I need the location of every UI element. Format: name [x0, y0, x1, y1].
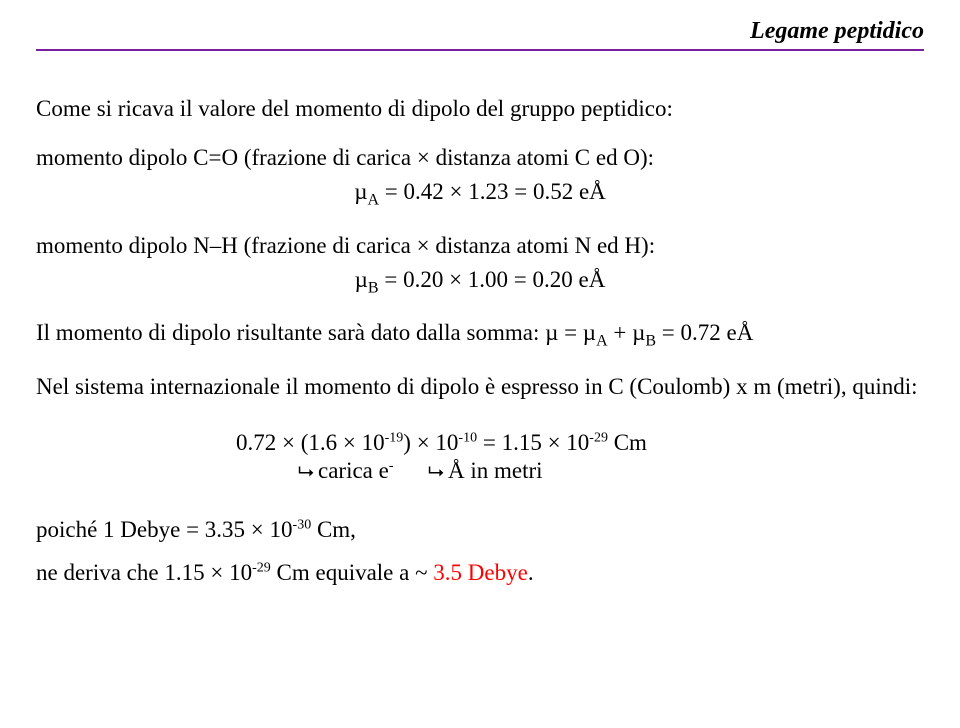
carica-minus: - [389, 458, 394, 473]
calc-part1: 0.72 × (1.6 × 10 [236, 430, 385, 455]
final-result: 3.5 Debye [433, 560, 528, 585]
final-line: ne deriva che 1.15 × 10-29 Cm equivale a… [36, 557, 924, 588]
header-row: Legame peptidico [36, 18, 924, 45]
calc-part2: ) × 10 [403, 430, 458, 455]
debye-exp: -30 [293, 517, 312, 532]
mu-a-value: = 0.42 × 1.23 = 0.52 eÅ [379, 179, 606, 204]
sum-text: Il momento di dipolo risultante sarà dat… [36, 320, 596, 345]
arrow-icon: ⮡ [298, 461, 314, 484]
calc-exp2: -10 [458, 430, 477, 445]
units-row: ⮡carica e- ⮡Å in metri [298, 458, 924, 484]
mu-symbol: µ [354, 179, 367, 204]
header-rule [36, 49, 924, 51]
mu-a-equation: µA = 0.42 × 1.23 = 0.52 eÅ [36, 179, 924, 210]
calc-part3: = 1.15 × 10 [477, 430, 589, 455]
slide-page: Legame peptidico Come si ricava il valor… [0, 0, 960, 728]
sum-mid: + µ [608, 320, 646, 345]
mu-b-subscript: B [368, 279, 379, 296]
sum-line: Il momento di dipolo risultante sarà dat… [36, 317, 924, 352]
final-period: . [528, 560, 534, 585]
intro-text: Come si ricava il valore del momento di … [36, 93, 924, 124]
header-title: Legame peptidico [750, 18, 924, 45]
final-text1: ne deriva che 1.15 × 10 [36, 560, 252, 585]
dipole-nh-label: momento dipolo N–H (frazione di carica ×… [36, 230, 924, 261]
sum-sub-b: B [645, 333, 656, 350]
angstrom-label: Å in metri [448, 458, 543, 483]
calc-part4: Cm [608, 430, 647, 455]
calc-exp1: -19 [385, 430, 404, 445]
final-text2: Cm equivale a ~ [271, 560, 434, 585]
mu-symbol: µ [355, 267, 368, 292]
sum-sub-a: A [596, 333, 608, 350]
debye-text2: Cm, [311, 517, 356, 542]
si-text: Nel sistema internazionale il momento di… [36, 371, 924, 402]
mu-b-equation: µB = 0.20 × 1.00 = 0.20 eÅ [36, 267, 924, 298]
debye-line: poiché 1 Debye = 3.35 × 10-30 Cm, [36, 514, 924, 545]
calc-exp3: -29 [589, 430, 608, 445]
mu-b-value: = 0.20 × 1.00 = 0.20 eÅ [379, 267, 606, 292]
mu-a-subscript: A [367, 192, 379, 209]
dipole-co-label: momento dipolo C=O (frazione di carica ×… [36, 142, 924, 173]
carica-label: carica e [318, 458, 389, 483]
arrow-icon: ⮡ [428, 461, 444, 484]
calc-line: 0.72 × (1.6 × 10-19) × 10-10 = 1.15 × 10… [236, 430, 924, 456]
debye-text1: poiché 1 Debye = 3.35 × 10 [36, 517, 293, 542]
final-exp: -29 [252, 560, 271, 575]
sum-result: = 0.72 eÅ [656, 320, 753, 345]
